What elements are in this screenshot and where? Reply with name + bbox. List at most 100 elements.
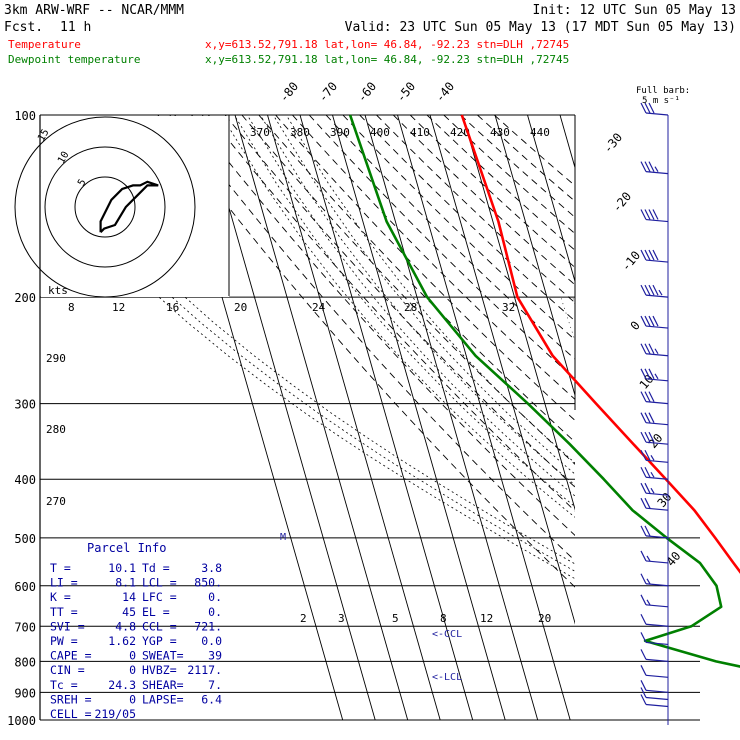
wind-barb-flag — [640, 249, 647, 261]
wind-barb — [640, 694, 669, 708]
wind-barb-flag — [644, 431, 651, 443]
wind-barb-shaft — [645, 378, 669, 382]
wind-barb-flag — [640, 497, 647, 509]
isotherm-label: -70 — [316, 79, 341, 105]
wind-barb-shaft — [645, 401, 669, 405]
barb-legend-title: Full barb: — [636, 86, 690, 96]
wind-barb-flag — [640, 466, 647, 478]
parcel-field-value: 24.3 — [108, 678, 136, 692]
wind-barb-flag — [640, 680, 647, 691]
wind-barb-half — [646, 578, 651, 585]
isotherm-label: -30 — [601, 130, 626, 156]
moist-adiabat — [272, 115, 575, 475]
wind-barb-shaft — [645, 583, 669, 587]
parcel-field-value: 3.8 — [201, 561, 222, 575]
wind-barb-flag — [644, 161, 651, 172]
wind-barb-flag — [640, 649, 647, 660]
chart-header: 3km ARW-WRF -- NCAR/MMM Init: 12 UTC Sun… — [4, 3, 736, 66]
init-time: Init: 12 UTC Sun 05 May 13 — [533, 3, 737, 18]
wind-barb — [640, 412, 669, 426]
wind-barb-flag — [640, 614, 647, 625]
mixing-ratio-label: 2 — [300, 612, 307, 625]
wind-barb-column — [640, 102, 669, 725]
isotherm-label: -40 — [433, 79, 458, 105]
wind-barb-shaft — [645, 171, 669, 175]
theta-label: 420 — [450, 126, 470, 139]
wind-barb — [640, 573, 669, 587]
isotherm — [429, 115, 575, 625]
wind-barb-flag — [648, 431, 655, 443]
parcel-row: LI = 8.1 LCL = 850. — [50, 576, 222, 590]
isotherm-label: -60 — [355, 79, 380, 105]
hodograph-ring-label: 10 — [56, 150, 72, 166]
pressure-label: 600 — [14, 580, 36, 594]
mixing-ratio-label: 12 — [112, 301, 125, 314]
wind-barb-shaft — [645, 641, 669, 646]
parcel-field-label: PW = — [50, 634, 78, 648]
wind-barb — [640, 391, 669, 405]
dry-adiabat — [443, 115, 575, 235]
isotherm — [690, 115, 740, 720]
wind-barb-shaft — [645, 294, 669, 298]
isotherm — [299, 115, 474, 720]
hodograph-units: kts — [48, 284, 68, 297]
wind-barb-flag — [640, 412, 647, 423]
theta-label: 400 — [370, 126, 390, 139]
theta-label: 270 — [46, 495, 66, 508]
forecast-label: Fcst. — [4, 20, 43, 35]
isotherm-label: 0 — [628, 318, 643, 333]
parcel-field-label: YGP = — [142, 634, 177, 648]
isotherm — [462, 115, 575, 511]
mixing-ratio-label: 24 — [312, 301, 326, 314]
wind-barb-flag — [652, 315, 659, 327]
parcel-field-label: EL = — [142, 605, 170, 619]
wind-barb-shaft — [645, 703, 669, 708]
mixing-ratio-label: 20 — [538, 612, 551, 625]
wind-barb-shaft — [645, 604, 669, 608]
wind-barb — [640, 525, 669, 539]
isotherm-label: -50 — [394, 79, 419, 105]
parcel-row: PW = 1.62 YGP = 0.0 — [50, 634, 222, 648]
wind-barb-flag — [644, 525, 651, 537]
dewpoint-profile — [348, 114, 740, 668]
wind-barb-half — [654, 348, 659, 355]
wind-barb-flag — [644, 391, 651, 402]
wind-barb-flag — [648, 284, 655, 296]
parcel-field-label: LCL = — [142, 576, 177, 590]
wind-barb-flag — [648, 161, 655, 172]
wind-barb-shaft — [645, 674, 669, 678]
wind-barb-half — [646, 555, 651, 562]
mixing-ratio-label: 8 — [440, 612, 447, 625]
parcel-field-label: HVBZ= — [142, 663, 177, 677]
wind-barb-flag — [640, 368, 647, 380]
pressure-label: 200 — [14, 291, 36, 305]
parcel-row: CELL = 219/05 — [50, 707, 136, 721]
mixing-ratio-label: 20 — [234, 301, 247, 314]
wind-barb-flag — [640, 161, 647, 172]
hodograph-ring — [74, 176, 136, 238]
isotherm — [559, 115, 575, 170]
parcel-field-label: CIN = — [50, 663, 85, 677]
model-title: 3km ARW-WRF -- NCAR/MMM — [4, 3, 184, 18]
wind-barb-flag — [640, 525, 647, 537]
wind-barb-flag — [640, 482, 647, 494]
parcel-row: Tc = 24.3 SHEAR= 7. — [50, 678, 222, 692]
wind-barb — [640, 315, 669, 329]
parcel-field-label: CAPE = — [50, 649, 92, 663]
dry-adiabat — [241, 115, 575, 465]
wind-barb-half — [650, 471, 655, 478]
dewpoint-location-line: x,y=613.52,791.18 lat,lon= 46.84, -92.23… — [205, 53, 569, 66]
wind-barb — [640, 431, 669, 445]
parcel-field-label: SREH = — [50, 692, 92, 706]
hodograph-ring — [44, 146, 166, 268]
level-marker: M — [280, 532, 286, 543]
wind-barb — [640, 343, 669, 357]
parcel-field-value: 0 — [129, 692, 136, 706]
wind-barb — [640, 450, 669, 463]
wind-barb-flag — [644, 412, 651, 423]
isotherm — [267, 115, 441, 720]
mixing-ratio-label: 32 — [502, 301, 515, 314]
wind-barb — [640, 482, 669, 496]
parcel-field-label: CELL = — [50, 707, 92, 721]
mixing-ratio-label: 3 — [338, 612, 345, 625]
